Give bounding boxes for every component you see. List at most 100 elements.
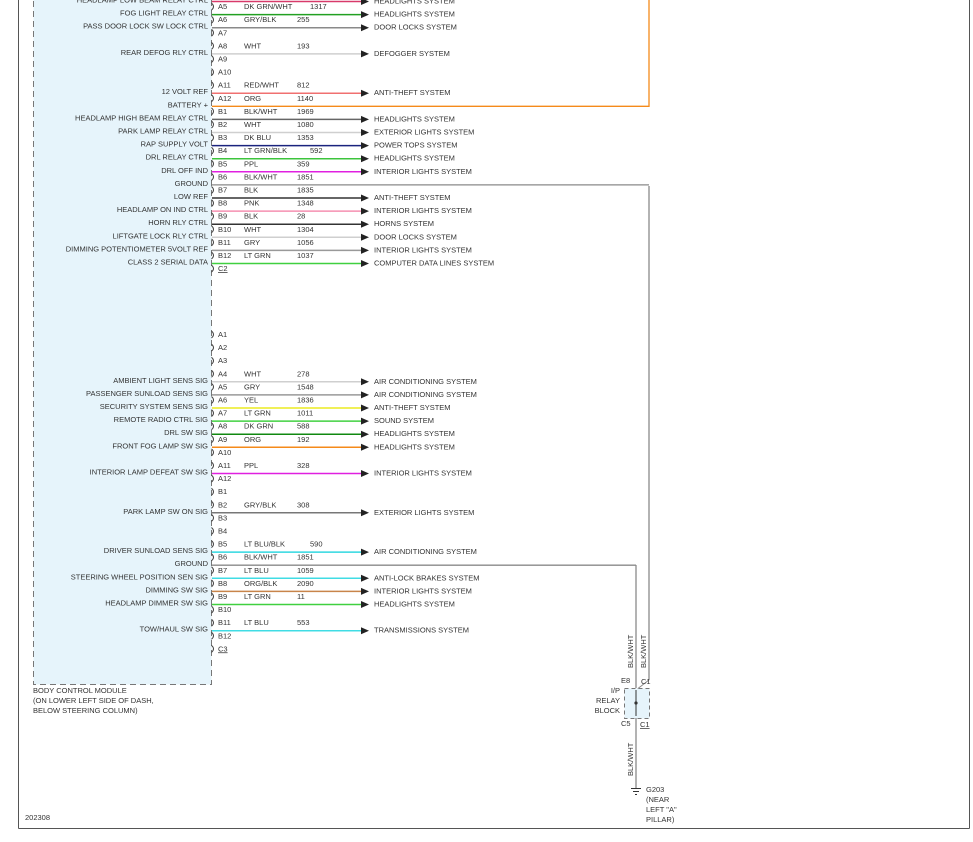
wire-color: GRY/BLK — [244, 500, 276, 509]
circuit-function: GROUND — [175, 559, 209, 568]
module-name: BODY CONTROL MODULE — [33, 686, 127, 695]
pin-symbol — [211, 120, 214, 129]
pin-label: A10 — [218, 68, 231, 77]
pin-label: A5 — [218, 2, 227, 11]
wire — [212, 0, 650, 107]
pin-symbol — [211, 448, 214, 457]
system-name: EXTERIOR LIGHTS SYSTEM — [374, 508, 474, 517]
circuit-function: FRONT FOG LAMP SW SIG — [112, 441, 208, 450]
pin-label: A7 — [218, 409, 227, 418]
pin-label: A12 — [218, 94, 231, 103]
wire-color: BLK — [244, 212, 258, 221]
pin-label: B1 — [218, 107, 227, 116]
system-name: HEADLIGHTS SYSTEM — [374, 154, 455, 163]
circuit-number: 1348 — [297, 199, 314, 208]
pin-label: A12 — [218, 474, 231, 483]
relay-block: E8 C1 I/P RELAY BLOCK C5 C1 BLK/WHT BLK/… — [595, 186, 677, 824]
pin-symbol — [211, 422, 214, 431]
system-name: POWER TOPS SYSTEM — [374, 141, 458, 150]
arrow — [361, 11, 369, 19]
pin-symbol — [211, 133, 214, 142]
arrow — [361, 417, 369, 425]
circuit-number: 553 — [297, 618, 310, 627]
pin-label: B4 — [218, 526, 227, 535]
wire-color: PNK — [244, 199, 259, 208]
system-name: AIR CONDITIONING SYSTEM — [374, 390, 477, 399]
arrow — [361, 574, 369, 582]
system-name: TRANSMISSIONS SYSTEM — [374, 626, 469, 635]
pin-symbol — [211, 605, 214, 614]
circuit-function: HEADLAMP HIGH BEAM RELAY CTRL — [75, 113, 208, 122]
pin-label: B3 — [218, 133, 227, 142]
pin-symbol — [211, 15, 214, 24]
pin-symbol — [211, 107, 214, 116]
pin-symbol — [211, 631, 214, 640]
arrow — [361, 155, 369, 163]
circuit-function: LIFTGATE LOCK RLY CTRL — [113, 231, 208, 240]
system-name: DOOR LOCKS SYSTEM — [374, 232, 457, 241]
pin-symbol — [211, 540, 214, 548]
arrow — [361, 194, 369, 202]
system-name: DOOR LOCKS SYSTEM — [374, 23, 457, 32]
wire-color: RED/WHT — [244, 81, 279, 90]
pin-label: A6 — [218, 15, 227, 24]
wire-color: LT GRN/BLK — [244, 146, 287, 155]
diagram-id: 202308 — [25, 813, 50, 822]
pin-label: B9 — [218, 592, 227, 601]
arrow — [361, 142, 369, 150]
circuit-number: 359 — [297, 159, 310, 168]
pin-label: B10 — [218, 605, 231, 614]
arrow — [361, 260, 369, 267]
pin-symbol — [211, 487, 214, 496]
pin-label: B5 — [218, 540, 227, 549]
pin-label: B2 — [218, 500, 227, 509]
wire-color: PPL — [244, 159, 258, 168]
wire-color: PPL — [244, 461, 258, 470]
arrow — [361, 50, 369, 58]
pin-symbol — [211, 435, 214, 444]
circuit-function: HEADLAMP ON IND CTRL — [117, 205, 208, 214]
circuit-number: 1037 — [297, 251, 314, 260]
arrow — [361, 207, 369, 215]
circuit-number: 1835 — [297, 185, 314, 194]
arrow — [361, 587, 369, 595]
circuit-function: FOG LIGHT RELAY CTRL — [120, 9, 208, 18]
system-name: HORNS SYSTEM — [374, 219, 434, 228]
wire-color: GRY — [244, 382, 260, 391]
wire-color: GRY — [244, 238, 260, 247]
pin-symbol — [211, 592, 214, 601]
relay-block-name: RELAY — [596, 696, 620, 705]
circuit-function: INTERIOR LAMP DEFEAT SW SIG — [90, 467, 209, 476]
pin-symbol — [211, 343, 214, 352]
pin-label: E8 — [621, 676, 630, 685]
circuit-function: DRL OFF IND — [161, 166, 208, 175]
circuit-number: 1353 — [297, 133, 314, 142]
arrow — [361, 0, 369, 5]
arrow — [361, 220, 369, 228]
pin-label: A1 — [218, 330, 227, 339]
circuit-number: 592 — [310, 146, 323, 155]
circuit-function: BATTERY + — [168, 100, 209, 109]
pin-label: B12 — [218, 251, 231, 260]
wire-color: WHT — [244, 120, 261, 129]
pin-symbol — [211, 409, 214, 417]
arrow — [361, 470, 369, 477]
system-name: INTERIOR LIGHTS SYSTEM — [374, 245, 472, 254]
circuit-function: DRL RELAY CTRL — [146, 153, 208, 162]
circuit-function: PARK LAMP SW ON SIG — [123, 507, 208, 516]
pin-symbol — [211, 356, 214, 365]
pin-label: B4 — [218, 146, 227, 155]
pin-symbol — [211, 369, 214, 378]
arrow — [361, 430, 369, 438]
pin-symbol — [211, 500, 214, 509]
pin-label: A11 — [218, 81, 231, 90]
circuit-function: DRIVER SUNLOAD SENS SIG — [104, 546, 208, 555]
wire-color: GRY/BLK — [244, 15, 276, 24]
system-name: AIR CONDITIONING SYSTEM — [374, 547, 477, 556]
circuit-function: GROUND — [175, 179, 209, 188]
wire-color: WHT — [244, 41, 261, 50]
wire-color: LT BLU/BLK — [244, 540, 285, 549]
system-name: HEADLIGHTS SYSTEM — [374, 114, 455, 123]
pin-label: B11 — [218, 238, 231, 247]
